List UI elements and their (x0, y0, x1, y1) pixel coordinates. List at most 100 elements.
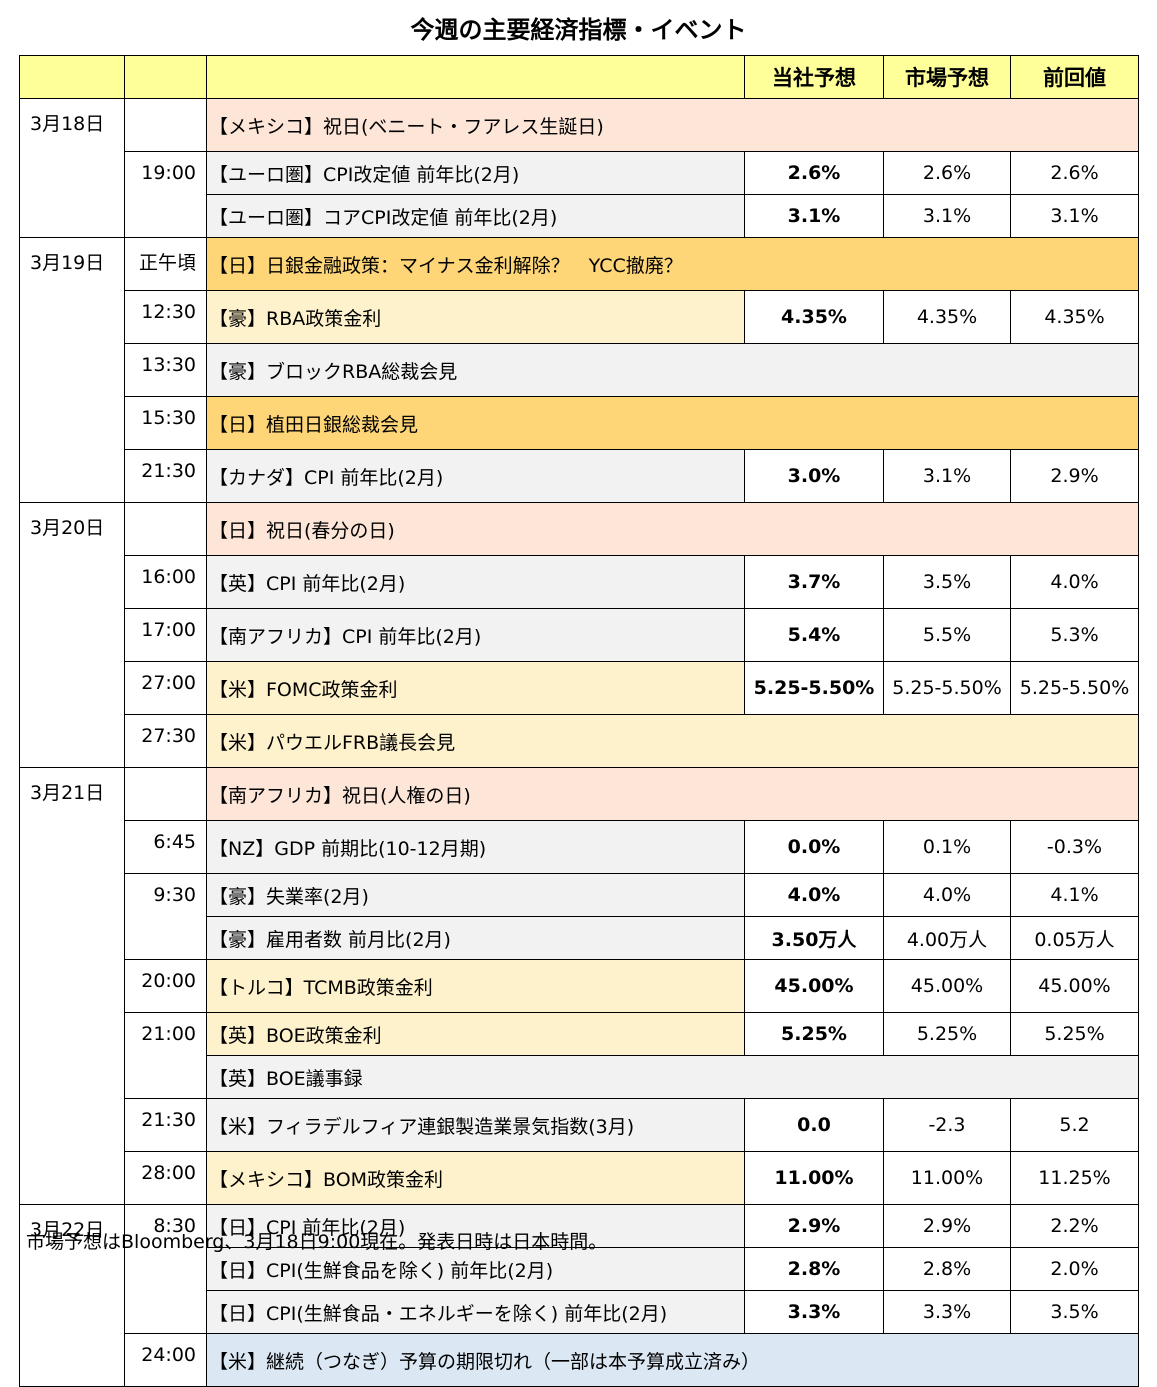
market-cell: 4.0% (883, 873, 1011, 917)
time-cell: 24:00 (124, 1333, 207, 1387)
time-cell: 21:30 (124, 449, 207, 503)
time-cell (124, 767, 207, 821)
header-row: 当社予想 市場予想 前回値 (19, 55, 1139, 99)
event-cell: 【日】CPI(生鮮食品・エネルギーを除く) 前年比(2月) (206, 1290, 745, 1334)
forecast-cell: 3.50万人 (744, 916, 884, 960)
previous-cell: 2.2% (1010, 1204, 1139, 1248)
time-cell: 15:30 (124, 396, 207, 450)
table-row: 15:30 【日】植田日銀総裁会見 (20, 396, 1139, 450)
table-row: 28:00 【メキシコ】BOM政策金利 11.00% 11.00% 11.25% (20, 1151, 1139, 1205)
previous-cell: 2.6% (1010, 151, 1139, 195)
forecast-cell: 3.3% (744, 1290, 884, 1334)
table-row: 24:00 【米】継続（つなぎ）予算の期限切れ（一部は本予算成立済み） (20, 1333, 1139, 1387)
event-cell: 【メキシコ】祝日(ベニート・フアレス生誕日) (206, 98, 1139, 152)
previous-cell: 5.2 (1010, 1098, 1139, 1152)
forecast-cell: 5.25-5.50% (744, 661, 884, 715)
market-cell: 45.00% (883, 959, 1011, 1013)
table-row: 21:00 【英】BOE政策金利 5.25% 5.25% 5.25% (20, 1012, 1139, 1099)
time-cell: 13:30 (124, 343, 207, 397)
table-row: 16:00 【英】CPI 前年比(2月) 3.7% 3.5% 4.0% (20, 555, 1139, 609)
forecast-cell: 5.25% (744, 1012, 884, 1056)
market-cell: 2.6% (883, 151, 1011, 195)
header-previous: 前回値 (1010, 55, 1139, 99)
forecast-cell: 3.0% (744, 449, 884, 503)
header-date (19, 55, 125, 99)
event-cell: 【南アフリカ】祝日(人権の日) (206, 767, 1139, 821)
event-cell: 【米】FOMC政策金利 (206, 661, 745, 715)
event-cell: 【豪】失業率(2月) (206, 873, 745, 917)
date-cell: 3月21日 (19, 767, 125, 1205)
previous-cell: 11.25% (1010, 1151, 1139, 1205)
forecast-cell: 45.00% (744, 959, 884, 1013)
time-cell: 19:00 (124, 151, 207, 238)
date-cell: 3月18日 (19, 98, 125, 238)
previous-cell: -0.3% (1010, 820, 1139, 874)
time-cell: 27:30 (124, 714, 207, 768)
table-row: 27:30 【米】パウエルFRB議長会見 (20, 714, 1139, 768)
time-cell: 9:30 (124, 873, 207, 960)
forecast-cell: 2.6% (744, 151, 884, 195)
forecast-cell: 2.9% (744, 1204, 884, 1248)
date-cell: 3月20日 (19, 502, 125, 768)
event-cell: 【米】フィラデルフィア連銀製造業景気指数(3月) (206, 1098, 745, 1152)
market-cell: 5.25-5.50% (883, 661, 1011, 715)
time-cell (124, 98, 207, 152)
footnote: 市場予想はBloomberg、3月18日9:00現在。発表日時は日本時間。 (26, 1231, 608, 1253)
previous-cell: 3.1% (1010, 194, 1139, 238)
market-cell: 4.35% (883, 290, 1011, 344)
table-row: 3月18日 【メキシコ】祝日(ベニート・フアレス生誕日) (19, 98, 1139, 238)
header-event (206, 55, 745, 99)
time-cell: 6:45 (124, 820, 207, 874)
event-cell: 【豪】ブロックRBA総裁会見 (206, 343, 1139, 397)
forecast-cell: 3.7% (744, 555, 884, 609)
time-cell: 17:00 (124, 608, 207, 662)
market-cell: 3.1% (883, 194, 1011, 238)
market-cell: 5.5% (883, 608, 1011, 662)
table-row: 20:00 【トルコ】TCMB政策金利 45.00% 45.00% 45.00% (20, 959, 1139, 1013)
market-cell: 3.5% (883, 555, 1011, 609)
header-time (124, 55, 207, 99)
event-cell: 【豪】雇用者数 前月比(2月) (206, 916, 745, 960)
event-cell: 【米】継続（つなぎ）予算の期限切れ（一部は本予算成立済み） (206, 1333, 1139, 1387)
market-cell: 2.8% (883, 1247, 1011, 1291)
time-cell: 21:30 (124, 1098, 207, 1152)
event-cell: 【豪】RBA政策金利 (206, 290, 745, 344)
event-cell: 【ユーロ圏】コアCPI改定値 前年比(2月) (206, 194, 745, 238)
event-cell: 【英】BOE政策金利 (206, 1012, 745, 1056)
table-row: 9:30 【豪】失業率(2月) 4.0% 4.0% 4.1% (20, 873, 1139, 960)
header-market: 市場予想 (883, 55, 1011, 99)
event-cell: 【南アフリカ】CPI 前年比(2月) (206, 608, 745, 662)
event-cell: 【英】CPI 前年比(2月) (206, 555, 745, 609)
time-cell: 27:00 (124, 661, 207, 715)
time-cell: 21:00 (124, 1012, 207, 1099)
event-cell: 【メキシコ】BOM政策金利 (206, 1151, 745, 1205)
time-cell (124, 502, 207, 556)
event-cell: 【米】パウエルFRB議長会見 (206, 714, 1139, 768)
forecast-cell: 0.0% (744, 820, 884, 874)
forecast-cell: 4.35% (744, 290, 884, 344)
table-row: 21:30 【カナダ】CPI 前年比(2月) 3.0% 3.1% 2.9% (20, 449, 1139, 503)
time-cell: 正午頃 (124, 237, 207, 291)
forecast-cell: 5.4% (744, 608, 884, 662)
market-cell: 0.1% (883, 820, 1011, 874)
market-cell: 3.3% (883, 1290, 1011, 1334)
table-row: 3月20日 【日】祝日(春分の日) (19, 502, 1139, 768)
previous-cell: 4.0% (1010, 555, 1139, 609)
market-cell: 11.00% (883, 1151, 1011, 1205)
forecast-cell: 0.0 (744, 1098, 884, 1152)
time-cell: 12:30 (124, 290, 207, 344)
time-cell: 28:00 (124, 1151, 207, 1205)
header-forecast: 当社予想 (744, 55, 884, 99)
market-cell: 3.1% (883, 449, 1011, 503)
forecast-cell: 4.0% (744, 873, 884, 917)
event-cell: 【日】日銀金融政策：マイナス金利解除？ YCC撤廃？ (206, 237, 1139, 291)
event-cell: 【日】植田日銀総裁会見 (206, 396, 1139, 450)
previous-cell: 5.25% (1010, 1012, 1139, 1056)
previous-cell: 4.1% (1010, 873, 1139, 917)
previous-cell: 0.05万人 (1010, 916, 1139, 960)
table-row: 【英】BOE議事録 (20, 1055, 1139, 1099)
table-row: 3月19日 正午頃 【日】日銀金融政策：マイナス金利解除？ YCC撤廃？ (19, 237, 1139, 503)
previous-cell: 5.25-5.50% (1010, 661, 1139, 715)
table-row: 21:30 【米】フィラデルフィア連銀製造業景気指数(3月) 0.0 -2.3 5.2 (20, 1098, 1139, 1152)
market-cell: 5.25% (883, 1012, 1011, 1056)
